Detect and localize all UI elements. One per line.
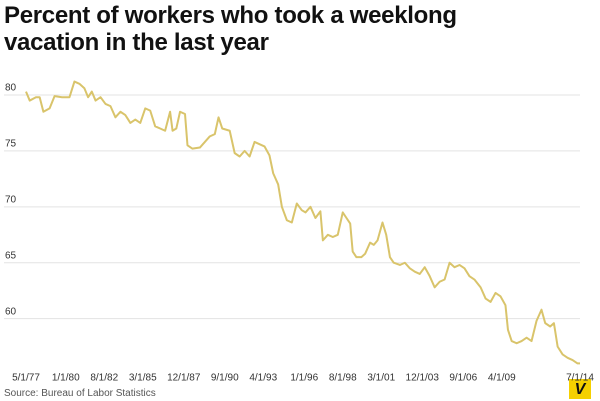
x-tick-label: 12/1/87	[167, 373, 201, 384]
x-tick-label: 8/1/98	[329, 373, 357, 384]
x-tick-label: 9/1/06	[449, 373, 477, 384]
chart-title: Percent of workers who took a weeklong v…	[4, 2, 457, 56]
x-tick-label: 8/1/82	[90, 373, 118, 384]
source-note: Source: Bureau of Labor Statistics	[4, 388, 156, 399]
x-tick-label: 4/1/93	[249, 373, 277, 384]
x-tick-label: 12/1/03	[406, 373, 440, 384]
x-tick-label: 9/1/90	[211, 373, 239, 384]
logo-box	[569, 379, 591, 399]
y-tick-label: 80	[5, 83, 17, 94]
x-tick-label: 1/1/96	[290, 373, 318, 384]
x-tick-label: 3/1/85	[129, 373, 157, 384]
x-tick-label: 7/1/14	[566, 373, 594, 384]
x-tick-label: 1/1/80	[52, 373, 80, 384]
x-tick-label: 4/1/09	[488, 373, 516, 384]
y-tick-label: 75	[5, 139, 17, 150]
y-tick-label: 65	[5, 250, 17, 261]
x-tick-label: 3/1/01	[367, 373, 395, 384]
y-tick-label: 60	[5, 306, 17, 317]
logo: V	[575, 381, 587, 398]
y-tick-label: 70	[5, 194, 17, 205]
x-tick-label: 5/1/77	[12, 373, 40, 384]
data-line	[25, 80, 580, 365]
